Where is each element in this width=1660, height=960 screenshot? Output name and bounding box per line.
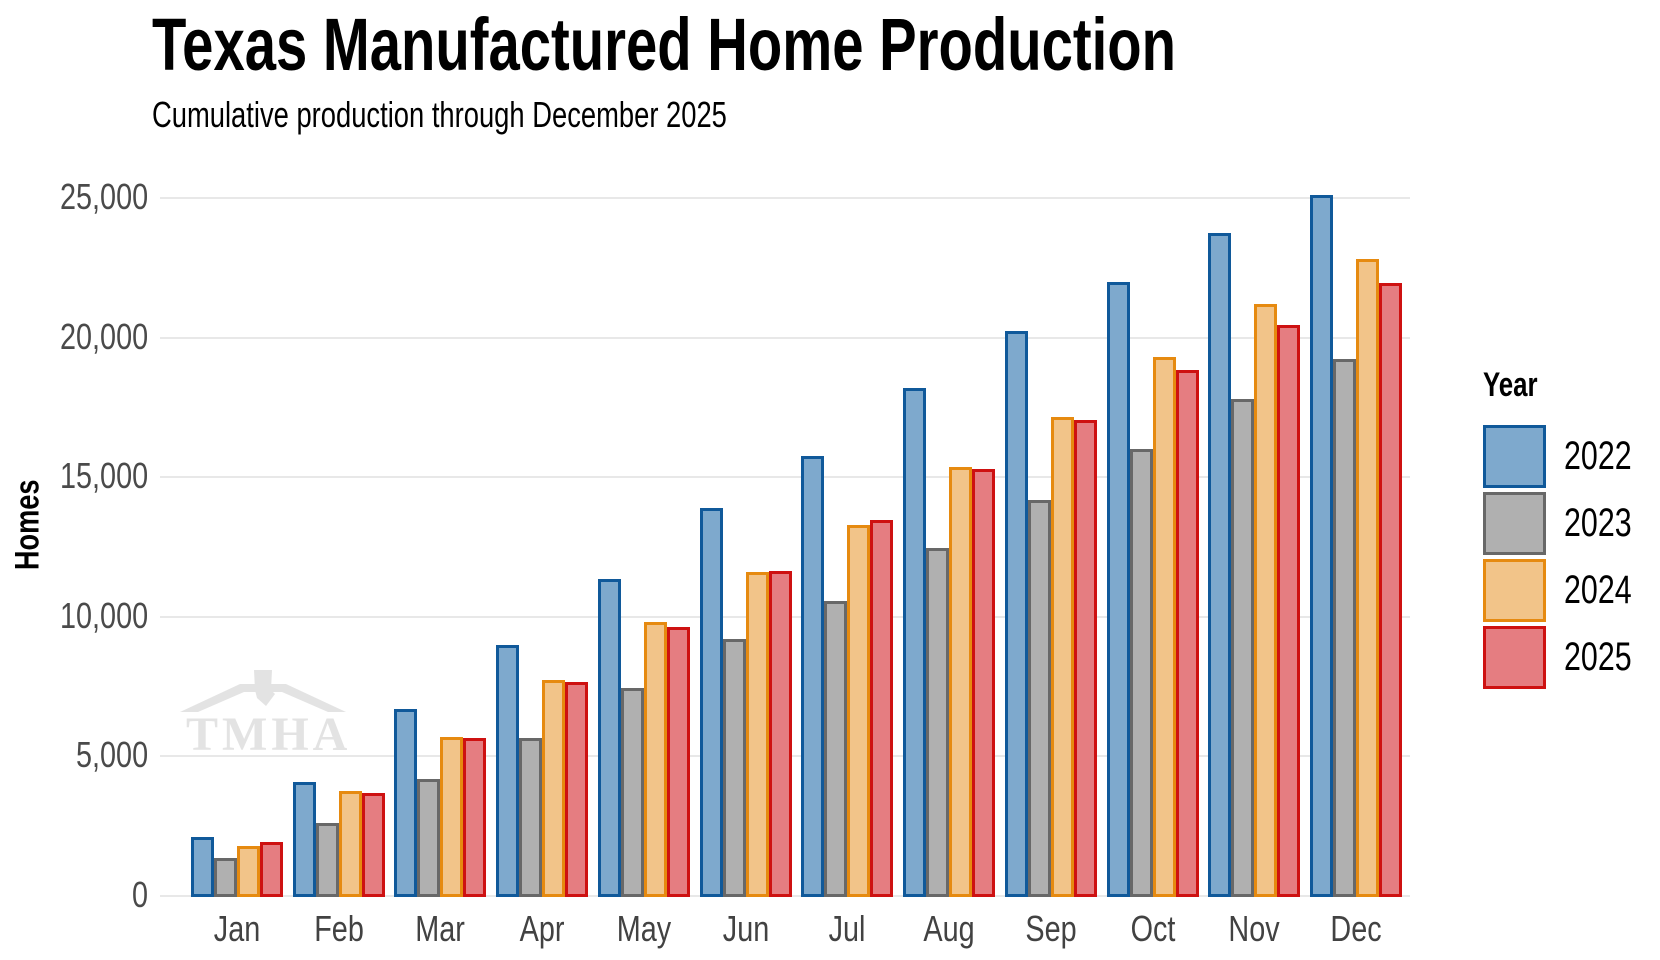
bar-2025-Mar — [463, 738, 486, 897]
bar-2022-Sep — [1005, 330, 1028, 897]
x-tick-label-may: May — [616, 908, 672, 949]
bar-2024-Aug — [949, 467, 972, 897]
bar-2024-May — [644, 622, 667, 897]
bar-2022-Aug — [903, 387, 926, 897]
bar-2024-Jul — [847, 524, 870, 897]
bar-2023-Nov — [1231, 399, 1254, 897]
y-tick-label: 5,000 — [75, 734, 148, 776]
bar-2023-May — [621, 687, 644, 897]
bar-2022-Feb — [293, 781, 316, 897]
bar-2024-Mar — [440, 736, 463, 897]
bar-2025-Jun — [769, 570, 792, 897]
legend: Year 2022 2023 2024 2025 — [1483, 366, 1653, 693]
bar-2022-Mar — [394, 708, 417, 897]
bar-2022-Dec — [1310, 195, 1333, 897]
y-tick-label: 10,000 — [59, 594, 148, 636]
chart-title: Texas Manufactured Home Production — [152, 3, 1176, 86]
tmha-roof-icon: TMHA — [180, 670, 348, 761]
x-tick-label-jun: Jun — [722, 908, 769, 949]
bar-2025-Nov — [1277, 325, 1300, 897]
gridline-25000 — [160, 197, 1410, 199]
bar-2022-Apr — [496, 644, 519, 897]
bar-2024-Feb — [339, 791, 362, 897]
bar-2022-Oct — [1107, 281, 1130, 897]
bar-2023-Aug — [926, 548, 949, 897]
bar-2023-Oct — [1130, 449, 1153, 897]
legend-title: Year — [1483, 366, 1538, 404]
bar-2025-Jan — [260, 841, 283, 897]
legend-label-2023: 2023 — [1564, 501, 1632, 545]
x-tick-label-mar: Mar — [415, 908, 466, 949]
tmha-watermark-logo: TMHA — [178, 668, 348, 763]
bar-2024-Oct — [1153, 357, 1176, 897]
bar-2025-Dec — [1379, 283, 1402, 897]
svg-text:TMHA: TMHA — [186, 708, 348, 758]
legend-item-2023: 2023 — [1483, 492, 1653, 555]
y-tick-label: 20,000 — [59, 315, 148, 357]
bar-2022-Jul — [801, 456, 824, 897]
x-tick-label-jan: Jan — [213, 908, 261, 949]
bar-2025-Apr — [565, 682, 588, 897]
bar-2022-Jun — [700, 507, 723, 897]
bar-2025-Oct — [1176, 369, 1199, 897]
legend-item-2025: 2025 — [1483, 626, 1653, 689]
bar-2025-Feb — [362, 792, 385, 897]
bar-2024-Dec — [1356, 259, 1379, 897]
gridline-15000 — [160, 476, 1410, 479]
chart-subtitle: Cumulative production through December 2… — [152, 94, 727, 135]
bar-2024-Nov — [1254, 304, 1277, 897]
bar-2022-May — [598, 579, 621, 897]
x-tick-label-dec: Dec — [1330, 908, 1382, 949]
bar-2024-Sep — [1051, 417, 1074, 897]
bar-2023-Jun — [723, 639, 746, 897]
legend-swatch-2024 — [1483, 559, 1546, 622]
x-tick-label-oct: Oct — [1130, 908, 1175, 949]
bar-2024-Jan — [237, 845, 260, 897]
y-tick-label: 25,000 — [59, 176, 148, 217]
y-tick-label: 0 — [131, 874, 148, 915]
bar-2023-Mar — [417, 778, 440, 897]
legend-item-2022: 2022 — [1483, 425, 1653, 488]
y-tick-label: 15,000 — [59, 455, 148, 497]
legend-label-2025: 2025 — [1564, 635, 1632, 679]
bar-2025-Aug — [972, 468, 995, 897]
x-tick-label-apr: Apr — [519, 908, 565, 949]
legend-rows: 2022 2023 2024 2025 — [1483, 425, 1653, 689]
legend-swatch-2025 — [1483, 626, 1546, 689]
y-axis-title: Homes — [8, 479, 47, 570]
bar-2023-Jul — [824, 601, 847, 897]
legend-swatch-2023 — [1483, 492, 1546, 555]
legend-swatch-2022 — [1483, 425, 1546, 488]
bar-2023-Jan — [214, 858, 237, 897]
bar-2025-Sep — [1074, 419, 1097, 897]
bar-2025-May — [667, 626, 690, 897]
x-tick-label-aug: Aug — [923, 908, 975, 949]
x-tick-label-sep: Sep — [1025, 908, 1077, 949]
bar-2025-Jul — [870, 520, 893, 897]
x-tick-label-jul: Jul — [828, 908, 866, 949]
x-tick-label-nov: Nov — [1228, 908, 1280, 949]
bar-2022-Nov — [1208, 232, 1231, 897]
bar-2023-Dec — [1333, 358, 1356, 897]
bar-2024-Apr — [542, 679, 565, 897]
legend-label-2022: 2022 — [1564, 434, 1632, 478]
legend-label-2024: 2024 — [1564, 568, 1632, 612]
legend-item-2024: 2024 — [1483, 559, 1653, 622]
gridline-20000 — [160, 336, 1410, 339]
bar-2023-Feb — [316, 823, 339, 897]
bar-2023-Apr — [519, 738, 542, 897]
bar-2024-Jun — [746, 572, 769, 897]
x-tick-label-feb: Feb — [313, 908, 364, 949]
bar-2023-Sep — [1028, 499, 1051, 897]
bar-2022-Jan — [191, 837, 214, 897]
